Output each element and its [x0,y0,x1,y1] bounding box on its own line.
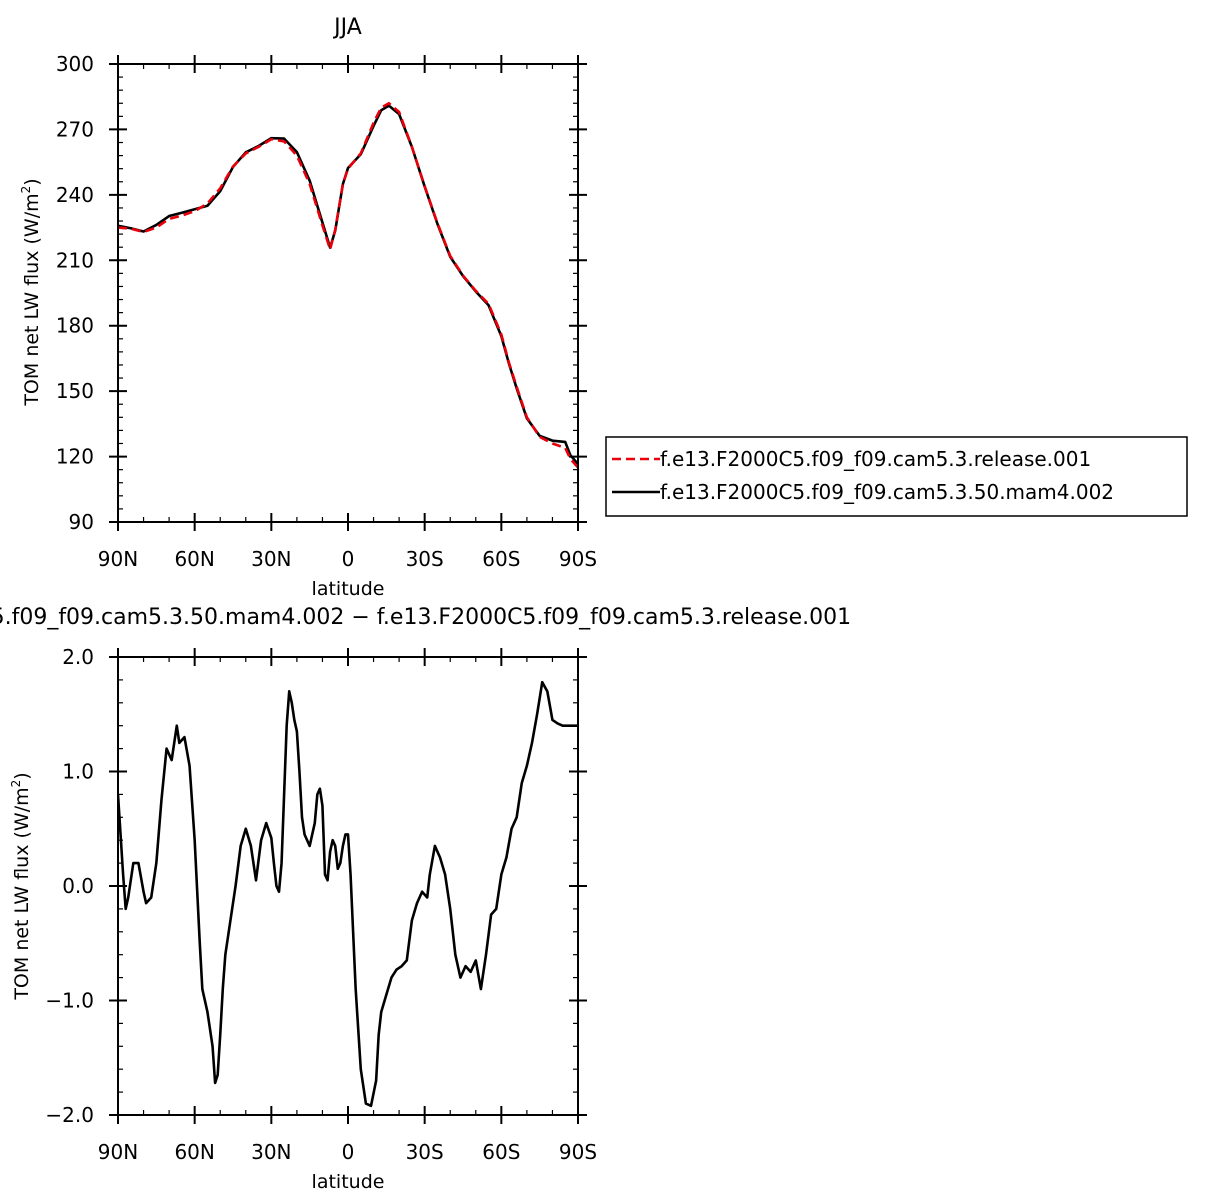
bottom-chart-y-tick-label: 0.0 [62,874,94,898]
top-chart-xlabel: latitude [312,578,385,600]
top-chart-y-tick-label: 270 [56,117,94,141]
bottom-chart-y-tick-label: −2.0 [45,1103,94,1127]
bottom-chart-y-tick-label: 2.0 [62,645,94,669]
top-chart-x-tick-label: 30N [251,547,291,571]
top-chart-series-line-2 [118,104,578,466]
bottom-chart-xlabel: latitude [312,1171,385,1193]
top-chart-y-tick-label: 90 [69,510,94,534]
top-chart-y-tick-label: 300 [56,52,94,76]
bottom-chart-x-tick-label: 0 [342,1140,355,1164]
legend-label-series-2: f.e13.F2000C5.f09_f09.cam5.3.50.mam4.002 [660,480,1114,504]
bottom-chart-series-line-1 [118,680,578,1108]
legend-label-series-1: f.e13.F2000C5.f09_f09.cam5.3.release.001 [660,447,1091,471]
bottom-chart-x-tick-label: 30N [251,1140,291,1164]
bottom-chart-plot-frame [117,656,579,1116]
bottom-chart-title: f.e13.F2000C5.f09_f09.cam5.3.50.mam4.002… [0,605,851,630]
bottom-chart-ylabel: TOM net LW flux (W/m2) [9,772,33,1000]
legend-box [605,436,1188,517]
top-chart-x-tick-label: 30S [406,547,444,571]
bottom-chart-y-tick-label: 1.0 [62,760,94,784]
bottom-chart-x-tick-label: 60N [174,1140,214,1164]
top-chart-x-tick-label: 90S [559,547,597,571]
top-chart-y-tick-label: 150 [56,379,94,403]
top-chart-ylabel: TOM net LW flux (W/m2) [19,178,43,406]
top-chart-y-tick-label: 120 [56,445,94,469]
top-chart-x-tick-label: 60S [482,547,520,571]
top-chart-x-tick-label: 90N [98,547,138,571]
top-chart-x-tick-label: 60N [174,547,214,571]
top-chart-title: JJA [332,15,362,40]
bottom-chart-x-tick-label: 60S [482,1140,520,1164]
top-chart-x-tick-label: 0 [342,547,355,571]
top-chart-legend: f.e13.F2000C5.f09_f09.cam5.3.release.001… [605,436,1188,517]
top-chart-series-line-1 [118,101,578,469]
top-chart-y-tick-label: 240 [56,183,94,207]
top-chart-y-tick-label: 210 [56,248,94,272]
top-chart-y-tick-label: 180 [56,314,94,338]
bottom-chart-x-tick-label: 90N [98,1140,138,1164]
top-chart-plot-frame [117,63,579,523]
bottom-chart-x-tick-label: 30S [406,1140,444,1164]
bottom-chart-y-tick-label: −1.0 [45,989,94,1013]
bottom-chart-x-tick-label: 90S [559,1140,597,1164]
